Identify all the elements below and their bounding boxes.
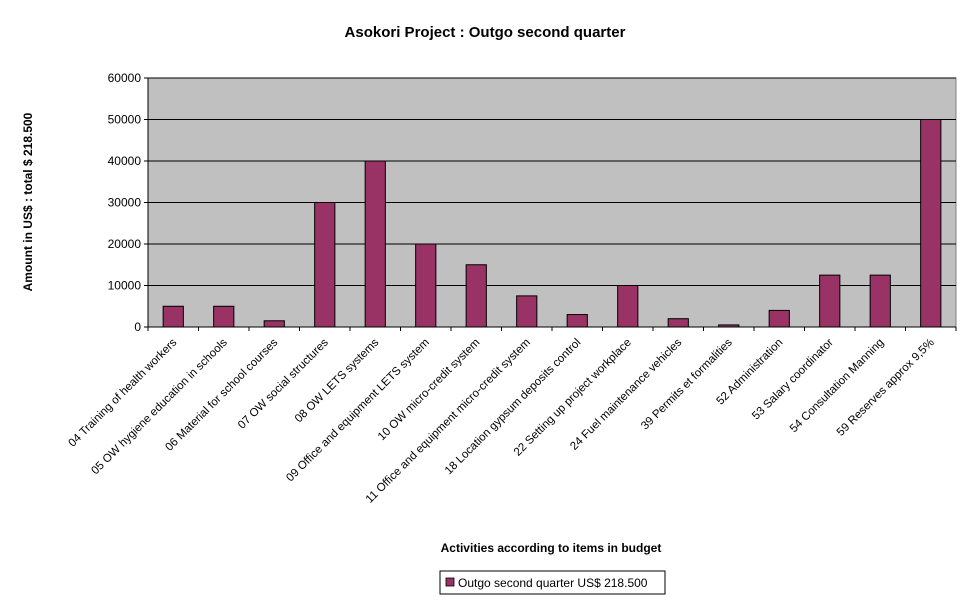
legend: Outgo second quarter US$ 218.500 xyxy=(439,570,666,595)
y-tick-labels: 0 10000 20000 30000 40000 50000 60000 xyxy=(108,71,148,334)
bar xyxy=(263,320,285,328)
bar xyxy=(162,305,184,328)
x-tick-label: 07 OW social structures xyxy=(236,336,331,431)
bar xyxy=(213,305,235,328)
bar xyxy=(566,314,588,328)
legend-label: Outgo second quarter US$ 218.500 xyxy=(458,576,648,590)
bars xyxy=(162,119,942,328)
x-tick-label: 39 Permits et formalities xyxy=(639,336,735,432)
y-tick-label: 40000 xyxy=(108,154,142,168)
bar xyxy=(314,202,336,328)
bar xyxy=(415,243,437,328)
y-tick-label: 30000 xyxy=(108,196,142,210)
y-tick-label: 20000 xyxy=(108,237,142,251)
bar xyxy=(516,295,538,328)
bar xyxy=(465,264,487,328)
legend-swatch xyxy=(445,577,455,587)
y-axis-title: Amount in US$ : total $ 218.500 xyxy=(21,112,35,291)
bar xyxy=(667,318,689,328)
y-tick-label: 10000 xyxy=(108,279,142,293)
chart-title: Asokori Project : Outgo second quarter xyxy=(345,24,626,41)
x-tick-label: 54 Consultation Manning xyxy=(788,337,886,435)
y-tick-label: 50000 xyxy=(108,113,142,127)
x-tick-label: 10 OW micro-credit system xyxy=(376,337,483,444)
x-tick-label: 08 OW LETS systems xyxy=(293,336,382,425)
legend-box xyxy=(439,570,666,595)
bar xyxy=(819,274,841,328)
x-tick-label: 04 Training of health workers xyxy=(66,336,179,449)
bar xyxy=(920,119,942,328)
bar xyxy=(364,160,386,328)
bar xyxy=(617,285,639,328)
y-tick-label: 0 xyxy=(134,320,141,334)
x-axis-title: Activities according to items in budget xyxy=(441,541,662,555)
x-tick-label: 59 Reserves approx 9,5% xyxy=(835,337,937,439)
bar xyxy=(768,309,790,328)
bar xyxy=(869,274,891,328)
y-tick-label: 60000 xyxy=(108,71,142,85)
